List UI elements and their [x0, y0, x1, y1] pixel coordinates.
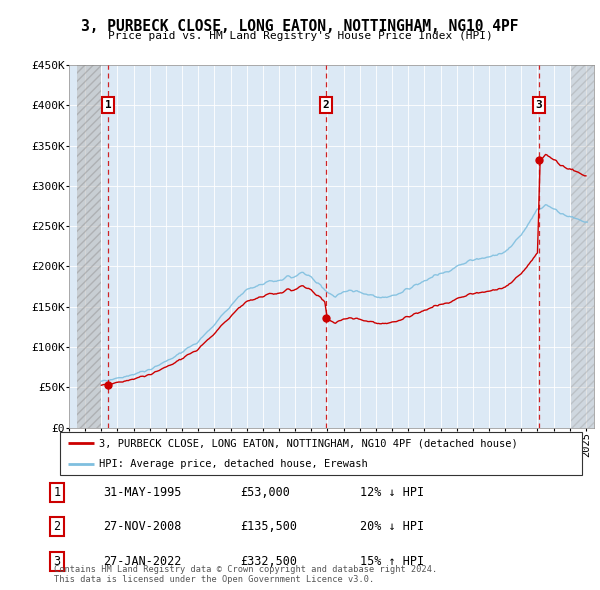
- Text: Contains HM Land Registry data © Crown copyright and database right 2024.
This d: Contains HM Land Registry data © Crown c…: [54, 565, 437, 584]
- Text: £135,500: £135,500: [240, 520, 297, 533]
- Text: Price paid vs. HM Land Registry's House Price Index (HPI): Price paid vs. HM Land Registry's House …: [107, 31, 493, 41]
- Text: 1: 1: [104, 100, 112, 110]
- FancyBboxPatch shape: [60, 432, 582, 475]
- Text: 12% ↓ HPI: 12% ↓ HPI: [360, 486, 424, 499]
- Text: 20% ↓ HPI: 20% ↓ HPI: [360, 520, 424, 533]
- Text: 15% ↑ HPI: 15% ↑ HPI: [360, 555, 424, 568]
- Text: 3: 3: [53, 555, 61, 568]
- Bar: [571, 65, 594, 428]
- Text: 27-NOV-2008: 27-NOV-2008: [103, 520, 182, 533]
- Text: 1: 1: [53, 486, 61, 499]
- Text: 3, PURBECK CLOSE, LONG EATON, NOTTINGHAM, NG10 4PF: 3, PURBECK CLOSE, LONG EATON, NOTTINGHAM…: [81, 19, 519, 34]
- Text: 3, PURBECK CLOSE, LONG EATON, NOTTINGHAM, NG10 4PF (detached house): 3, PURBECK CLOSE, LONG EATON, NOTTINGHAM…: [99, 438, 518, 448]
- Text: 31-MAY-1995: 31-MAY-1995: [103, 486, 182, 499]
- Text: 2: 2: [53, 520, 61, 533]
- Text: 3: 3: [535, 100, 542, 110]
- Text: £53,000: £53,000: [240, 486, 290, 499]
- Text: HPI: Average price, detached house, Erewash: HPI: Average price, detached house, Erew…: [99, 460, 368, 469]
- Text: 27-JAN-2022: 27-JAN-2022: [103, 555, 182, 568]
- Text: 2: 2: [323, 100, 329, 110]
- Bar: [77, 65, 101, 428]
- Text: £332,500: £332,500: [240, 555, 297, 568]
